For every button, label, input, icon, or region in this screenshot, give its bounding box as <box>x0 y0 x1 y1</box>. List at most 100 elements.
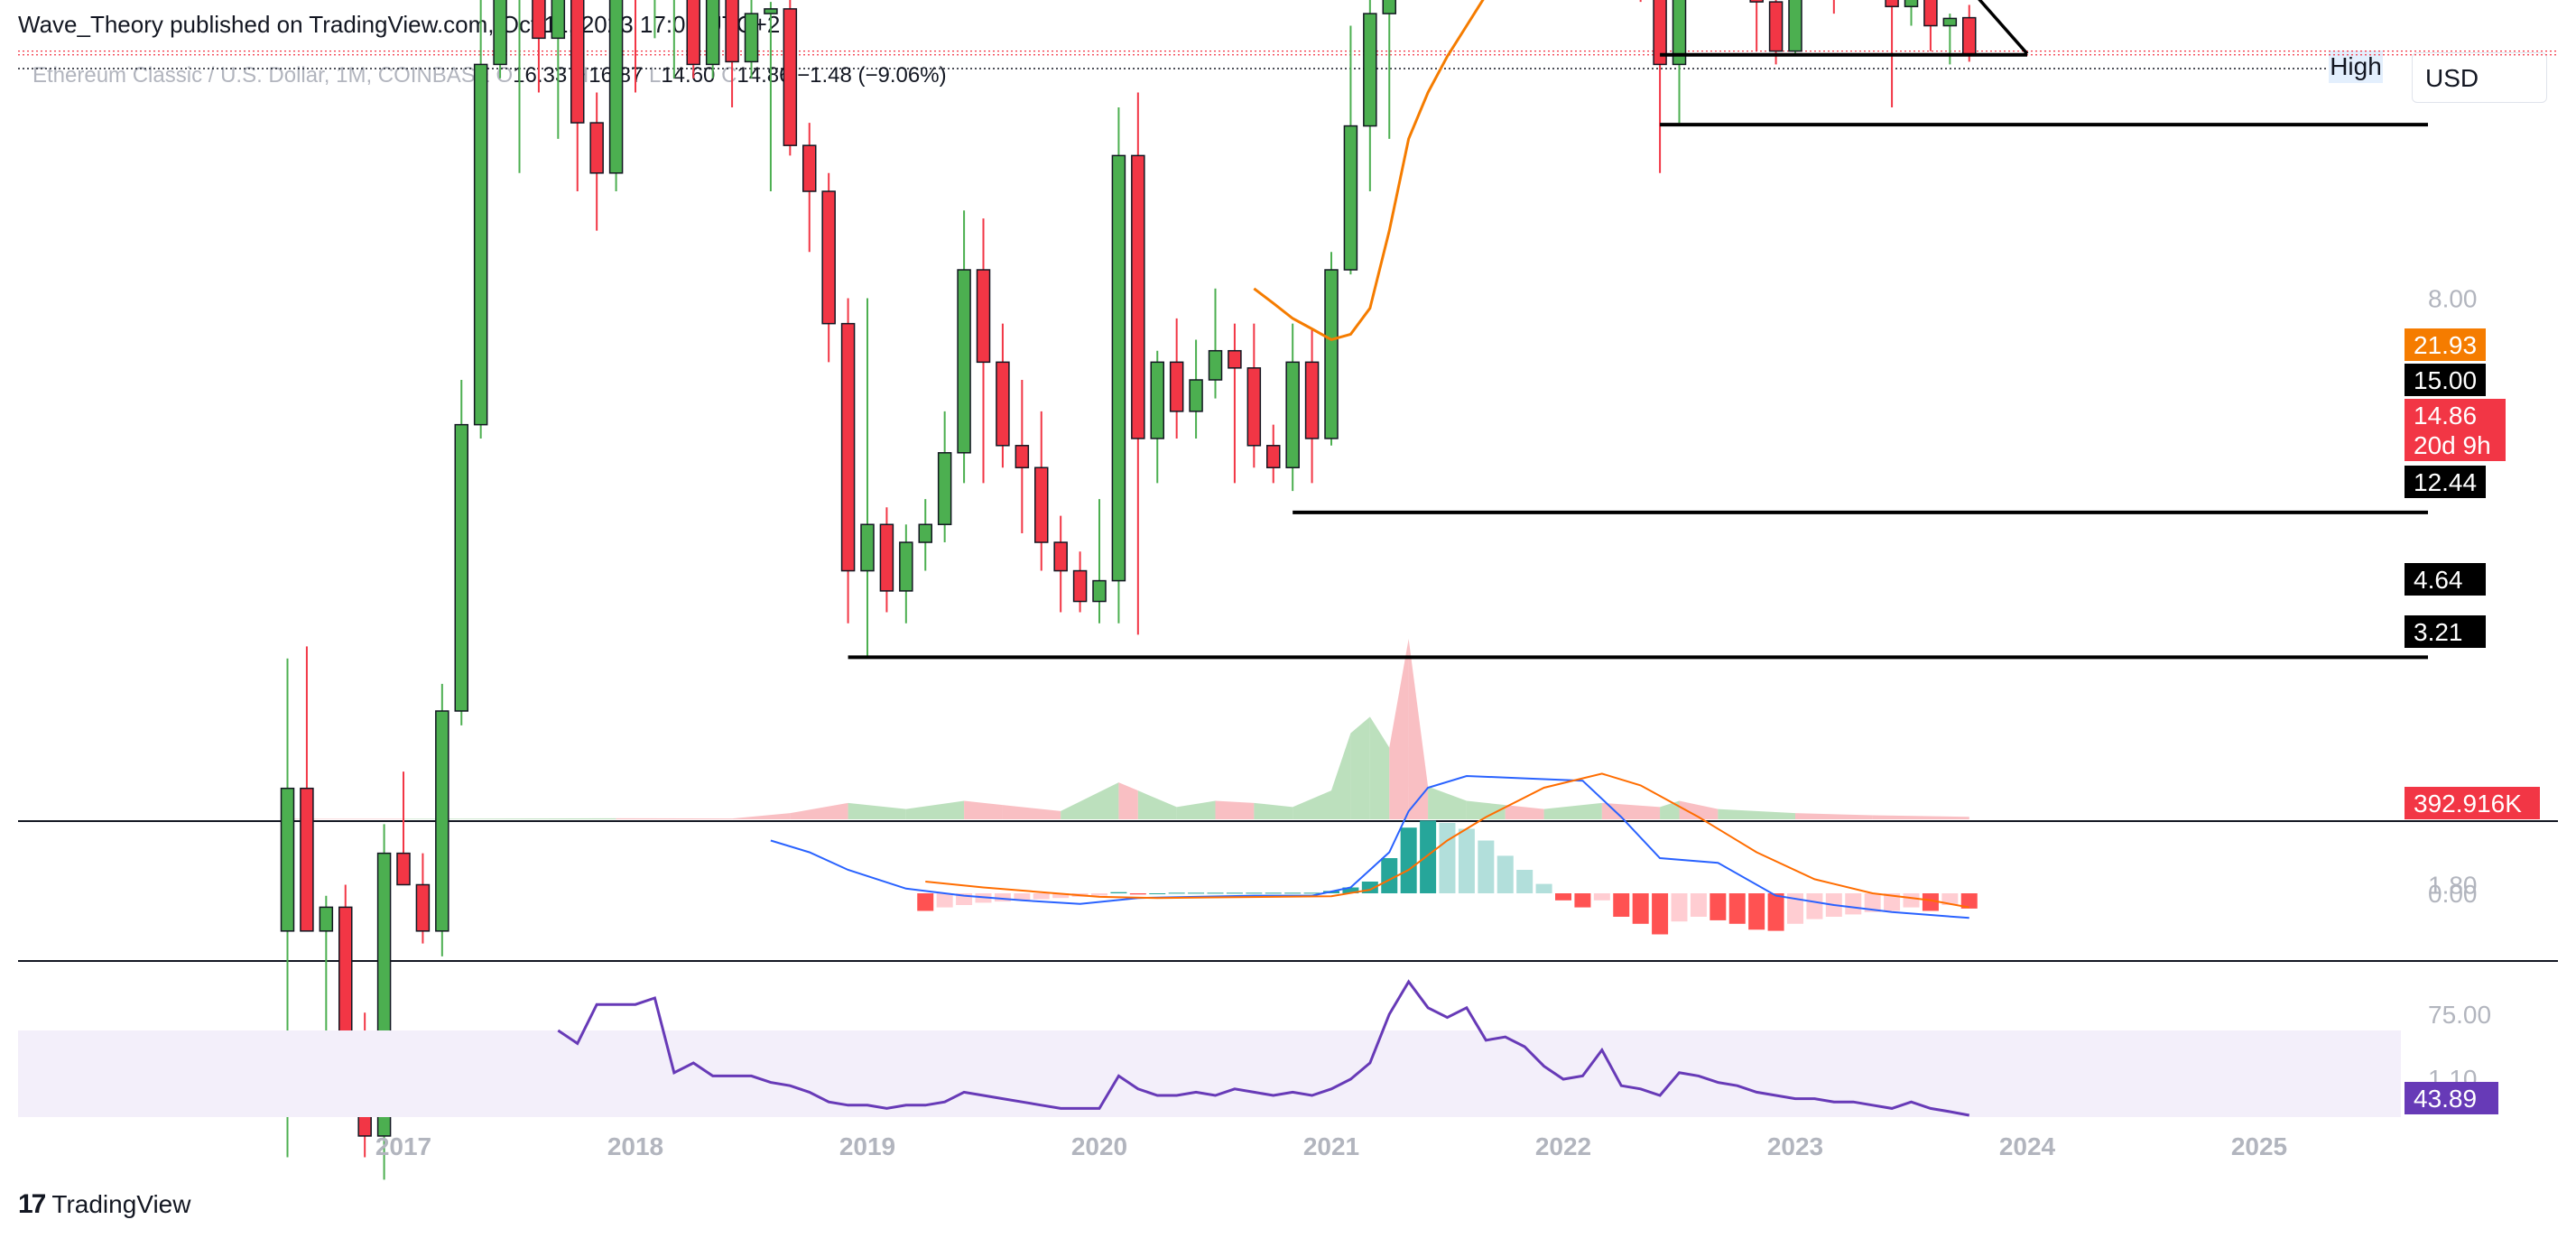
descending-trend-line <box>1978 0 2029 55</box>
rsi-line <box>557 979 1970 1117</box>
symbol-name[interactable]: Ethereum Classic / U.S. Dollar, 1M, COIN… <box>32 63 490 88</box>
macd-histogram-bar <box>1110 892 1127 893</box>
macd-histogram-bar <box>1574 893 1591 908</box>
signal-line <box>925 772 1969 909</box>
candle-body <box>1304 361 1320 439</box>
volume-area-segment <box>1118 782 1138 819</box>
macd-histogram-bar <box>1593 893 1610 901</box>
candle-body <box>1962 16 1977 56</box>
candle-body <box>1150 361 1164 439</box>
macd-histogram-bar <box>1671 893 1688 922</box>
candle-body <box>1672 0 1687 66</box>
volume-area-segment <box>1679 800 1719 819</box>
volume-layer <box>287 639 1969 819</box>
candle-body <box>1788 0 1802 52</box>
macd-histogram-bar <box>1149 893 1166 894</box>
volume-area-segment <box>616 818 733 819</box>
candle-body <box>705 0 720 66</box>
footer-brand[interactable]: 17 TradingView <box>18 1189 190 1220</box>
candle-body <box>1324 269 1339 439</box>
time-axis-tick: 2018 <box>607 1132 663 1160</box>
candle-body <box>1768 1 1784 52</box>
candle-body <box>589 122 604 174</box>
tradingview-logo-icon: 17 <box>18 1189 46 1219</box>
overlays-layer <box>848 0 2428 660</box>
candle-body <box>840 322 856 572</box>
candle-body <box>1034 467 1049 543</box>
macd-histogram-bar <box>1728 893 1746 924</box>
volume-area-segment <box>1002 805 1061 819</box>
macd-histogram-bar <box>1188 892 1205 894</box>
price-axis-tick: 1.80 <box>2428 871 2478 899</box>
macd-histogram-bar <box>1941 893 1959 905</box>
candle-body <box>1343 125 1358 271</box>
volume-area-segment <box>1061 782 1119 819</box>
macd-histogram-bar <box>1516 870 1534 893</box>
currency-select[interactable]: USD <box>2412 52 2547 103</box>
macd-histogram-bar <box>1922 893 1939 911</box>
macd-histogram-bar <box>1381 858 1398 893</box>
price-tag-bg <box>2405 328 2486 361</box>
moving-average-line <box>1253 0 1485 342</box>
candle-body <box>1015 445 1030 468</box>
candle-body <box>937 452 952 525</box>
volume-area-segment <box>1428 786 1467 819</box>
macd-histogram-bar <box>936 893 953 908</box>
macd-histogram-bar <box>1710 893 1727 920</box>
candle-body <box>280 787 295 932</box>
low-value: 14.60 <box>661 63 716 88</box>
macd-histogram-bar <box>1226 892 1243 894</box>
candle-body <box>996 361 1010 447</box>
volume-area-segment <box>1505 805 1544 819</box>
rsi-tag: 43.89 <box>2414 1085 2477 1113</box>
macd-line <box>770 774 1969 919</box>
candle-body <box>821 190 836 325</box>
candle-body <box>1749 0 1764 3</box>
candle-body <box>1208 349 1223 381</box>
candle-body <box>493 0 507 66</box>
candle-body <box>899 541 913 592</box>
macd-histogram-bar <box>994 893 1011 902</box>
candle-body <box>608 0 624 174</box>
candle-body <box>725 0 739 63</box>
macd-histogram-bar <box>1496 855 1514 893</box>
published-caption: Wave_Theory published on TradingView.com… <box>18 11 781 38</box>
candle-body <box>1942 17 1958 27</box>
candle-body <box>1111 154 1126 582</box>
volume-area-segment <box>1350 716 1370 819</box>
volume-area-segment <box>403 818 616 819</box>
volume-area-segment <box>1254 802 1293 819</box>
macd-histogram-bar <box>1632 893 1649 924</box>
price-tag: 12.44 <box>2414 468 2477 496</box>
candle-body <box>686 0 700 66</box>
volume-area-segment <box>1331 733 1351 819</box>
axes-layer: 120.0070.0040.008.001.801.100.0075.0050.… <box>375 285 2491 1160</box>
candle-body <box>415 883 431 932</box>
macd-histogram-bar <box>1845 893 1862 915</box>
candle-body <box>435 710 449 932</box>
time-axis-tick: 2019 <box>839 1132 895 1160</box>
macd-histogram-bar <box>1052 893 1070 899</box>
macd-histogram-bar <box>917 893 934 911</box>
macd-histogram-bar <box>1091 893 1107 896</box>
macd-histogram-bar <box>1555 893 1571 901</box>
candle-body <box>1653 0 1667 66</box>
volume-tag: 392.916K <box>2414 790 2522 818</box>
time-axis-tick: 2024 <box>1999 1132 2056 1160</box>
price-tag: 14.86 <box>2414 402 2477 430</box>
macd-histogram-bar <box>1400 827 1417 893</box>
candle-body <box>1923 0 1938 27</box>
macd-histogram-bar <box>1690 893 1707 917</box>
brand-name: TradingView <box>51 1190 191 1218</box>
candle-body <box>396 852 411 886</box>
macd-layer <box>770 772 1978 935</box>
high-toggle-button[interactable]: High <box>2329 51 2383 83</box>
rsi-layer <box>18 979 2401 1117</box>
time-axis-tick: 2017 <box>375 1132 431 1160</box>
macd-histogram-bar <box>1652 893 1669 935</box>
price-tag: 15.00 <box>2414 366 2477 394</box>
rsi-tag-bg <box>2405 1082 2498 1114</box>
candle-body <box>783 8 798 146</box>
